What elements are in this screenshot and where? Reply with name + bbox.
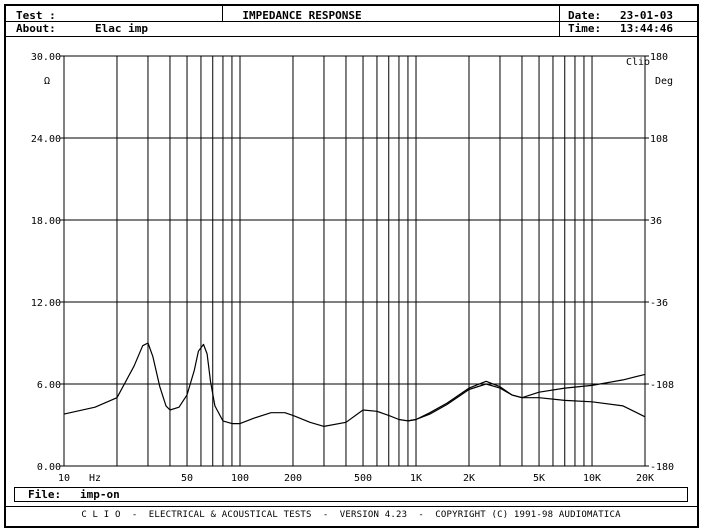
x-tick-label: 10 (58, 473, 70, 484)
y2-tick-label: -36 (650, 298, 668, 309)
chart-frame (4, 4, 699, 528)
header-separator-left (222, 4, 223, 21)
x-unit-label: Hz (89, 473, 101, 484)
date-label: Date: (568, 9, 602, 22)
y-unit-label: Ω (44, 76, 50, 87)
y2-tick-label: -108 (650, 380, 674, 391)
y-tick-label: 12.00 (31, 298, 61, 309)
x-tick-label: 1K (410, 473, 422, 484)
x-tick-label: 50 (181, 473, 193, 484)
about-value: Elac imp (95, 22, 148, 35)
time-label: Time: (568, 22, 602, 35)
file-value: imp-on (80, 488, 120, 501)
y2-unit-label: Deg (655, 76, 673, 87)
clio-corner-label: Clio (626, 57, 650, 68)
time-value: 13:44:46 (620, 22, 673, 35)
x-tick-label: 2K (463, 473, 475, 484)
file-label: File: (28, 488, 62, 501)
y2-tick-label: 36 (650, 216, 662, 227)
y-tick-label: 18.00 (31, 216, 61, 227)
chart-title: IMPEDANCE RESPONSE (242, 9, 362, 22)
y-tick-label: 24.00 (31, 134, 61, 145)
header-bottom-line (4, 36, 699, 37)
file-box (14, 487, 688, 502)
y2-tick-label: -180 (650, 462, 674, 473)
impedance-curve-1 (63, 342, 646, 427)
y2-tick-label: 108 (650, 134, 668, 145)
y-tick-label: 6.00 (37, 380, 61, 391)
y2-tick-label: 180 (650, 52, 668, 63)
x-tick-label: 20K (636, 473, 654, 484)
y-tick-label: 30.00 (31, 52, 61, 63)
x-tick-label: 100 (231, 473, 249, 484)
plot-area (63, 55, 646, 467)
header-divider (4, 21, 699, 22)
y-tick-label: 0.00 (37, 462, 61, 473)
header-separator-right (559, 4, 560, 36)
footer-copyright: C L I O - ELECTRICAL & ACOUSTICAL TESTS … (81, 510, 621, 520)
x-tick-label: 500 (354, 473, 372, 484)
about-label: About: (16, 22, 56, 35)
x-tick-label: 10K (583, 473, 601, 484)
impedance-curve-2 (407, 383, 646, 422)
date-value: 23-01-03 (620, 9, 673, 22)
footer-divider (4, 506, 699, 507)
test-label: Test : (16, 9, 56, 22)
x-tick-label: 5K (533, 473, 545, 484)
x-tick-label: 200 (284, 473, 302, 484)
